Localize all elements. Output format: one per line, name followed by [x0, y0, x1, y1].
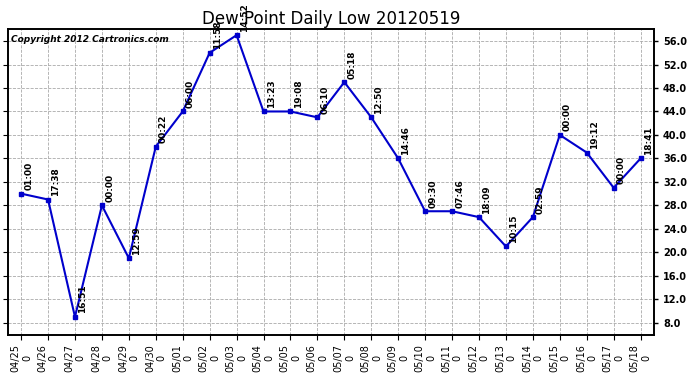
Text: 06:10: 06:10 [321, 86, 330, 114]
Text: 12:59: 12:59 [132, 226, 141, 255]
Text: 06:00: 06:00 [186, 80, 195, 108]
Text: 00:00: 00:00 [563, 103, 572, 131]
Text: Copyright 2012 Cartronics.com: Copyright 2012 Cartronics.com [11, 35, 168, 44]
Text: 13:23: 13:23 [267, 80, 276, 108]
Text: 14:52: 14:52 [240, 3, 249, 32]
Text: 18:41: 18:41 [644, 126, 653, 155]
Text: 18:09: 18:09 [482, 185, 491, 214]
Text: 07:46: 07:46 [455, 179, 464, 208]
Text: 11:58: 11:58 [213, 21, 222, 49]
Text: 00:00: 00:00 [617, 156, 626, 184]
Text: 17:38: 17:38 [51, 167, 60, 196]
Text: 10:15: 10:15 [509, 214, 518, 243]
Text: 16:51: 16:51 [78, 285, 87, 314]
Text: 19:12: 19:12 [590, 120, 599, 149]
Text: 01:00: 01:00 [24, 162, 33, 190]
Text: 19:08: 19:08 [294, 80, 303, 108]
Text: 09:30: 09:30 [428, 179, 437, 208]
Text: 05:18: 05:18 [348, 50, 357, 79]
Text: 02:59: 02:59 [536, 185, 545, 214]
Text: 00:22: 00:22 [159, 115, 168, 143]
Text: 00:00: 00:00 [105, 174, 114, 202]
Text: 12:50: 12:50 [375, 86, 384, 114]
Title: Dew Point Daily Low 20120519: Dew Point Daily Low 20120519 [201, 10, 460, 28]
Text: 14:46: 14:46 [402, 126, 411, 155]
